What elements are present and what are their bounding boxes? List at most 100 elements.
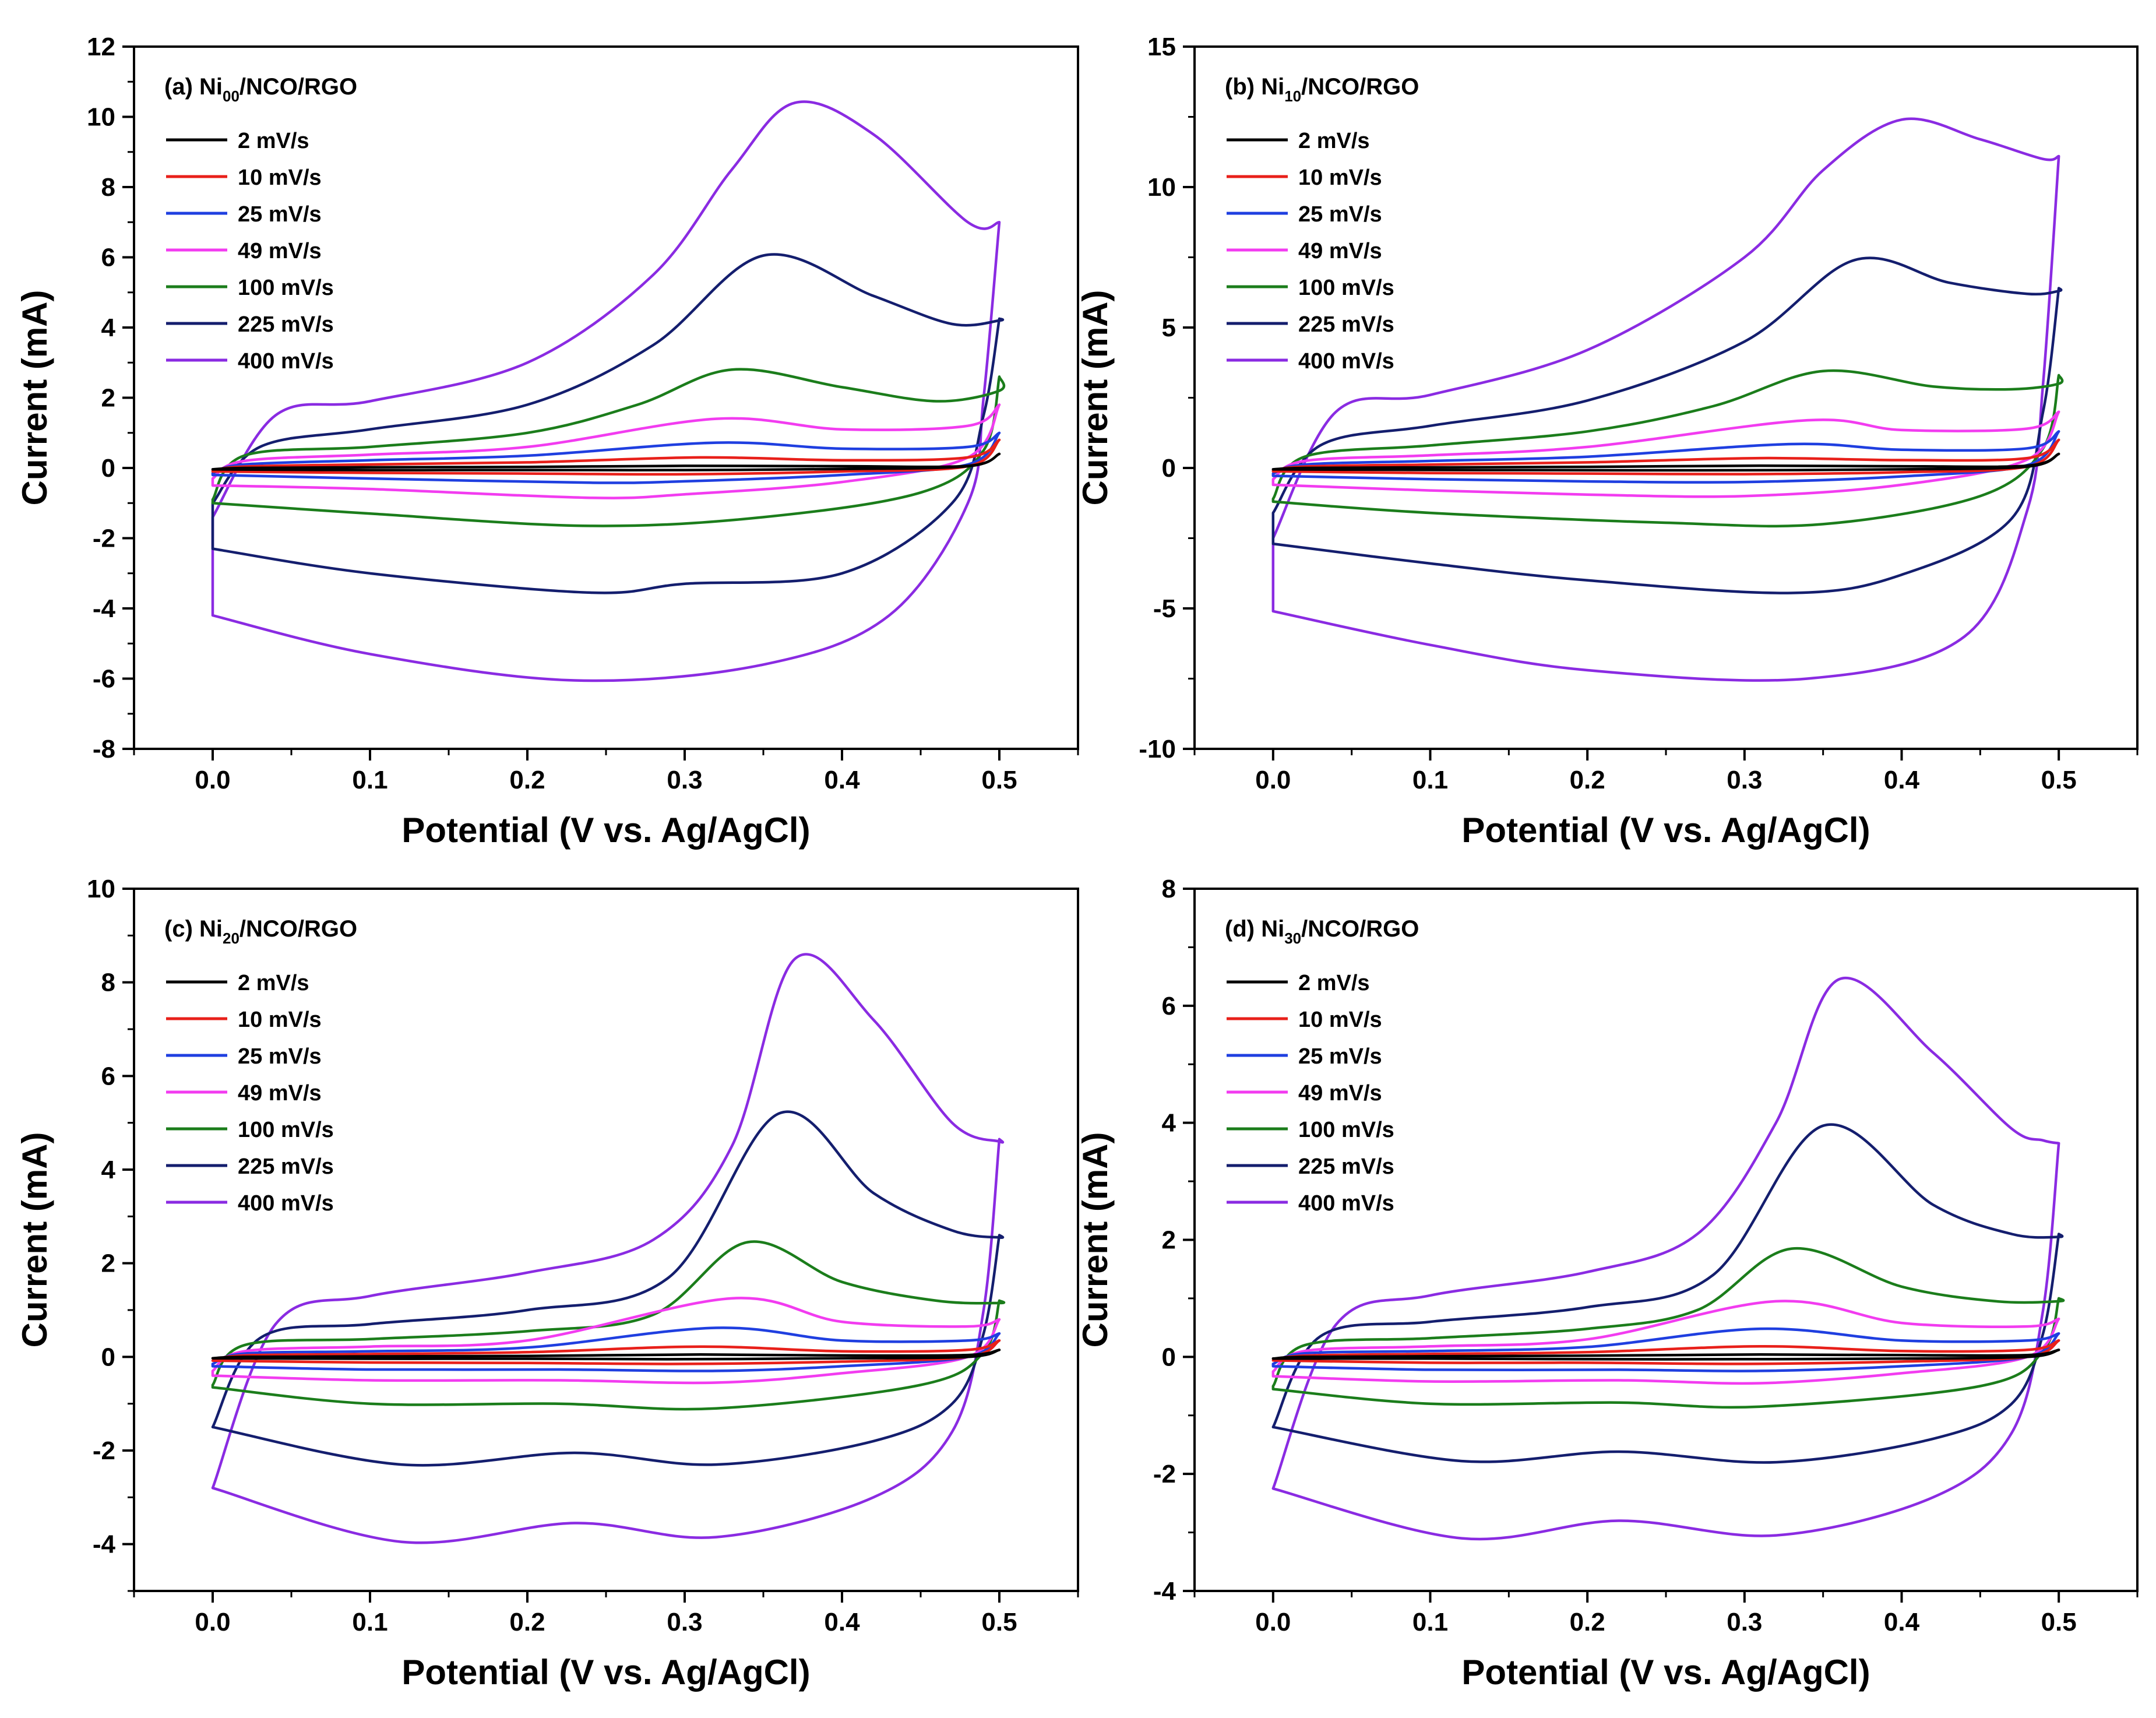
cv-curve-400mvs: [1271, 117, 2060, 682]
x-tick-label: 0.5: [981, 766, 1017, 794]
y-tick-label: -10: [1139, 735, 1176, 763]
panel-c: 0.0 0.1 0.2 0.3 0.4 0.5 -4 -2 0 2 4 6 8 10 Potential (…: [15, 875, 1079, 1692]
legend-label: 10 mV/s: [238, 166, 322, 190]
cv-curve-2mvs: [1271, 1349, 2060, 1361]
y-tick-label: 8: [101, 173, 115, 202]
y-tick-label: 8: [101, 969, 115, 997]
series-group: [1271, 117, 2064, 682]
y-tick-label: -2: [1153, 1460, 1176, 1488]
cv-curve-2mvs: [211, 452, 1001, 471]
x-tick-label: 0.4: [1884, 766, 1920, 794]
cv-curve-49mvs: [211, 1297, 1001, 1385]
y-tick-label: 10: [1147, 173, 1176, 202]
y-tick-label: -4: [93, 1530, 116, 1559]
cv-curve-100mvs: [211, 368, 1006, 527]
y-tick-label: 2: [1162, 1226, 1176, 1255]
series-group: [211, 100, 1006, 682]
cv-curve-2mvs: [1271, 452, 2060, 472]
y-tick-label: -4: [1153, 1577, 1176, 1606]
panel-title: (c) Ni20/NCO/RGO: [164, 916, 357, 947]
x-tick-label: 0.3: [1727, 766, 1762, 794]
y-tick-label: -6: [93, 665, 115, 693]
x-tick-label: 0.5: [2041, 1608, 2077, 1636]
x-tick-label: 0.4: [824, 1608, 860, 1636]
x-tick-label: 0.1: [352, 766, 387, 794]
y-tick-label: -2: [93, 1437, 115, 1465]
cv-curve-225mvs: [1271, 1123, 2064, 1464]
cv-curve-400mvs: [1271, 976, 2060, 1541]
cv-curve-400mvs: [211, 953, 1005, 1544]
cv-curve-49mvs: [1271, 410, 2060, 498]
legend-label: 100 mV/s: [1298, 1118, 1394, 1142]
cv-curve-100mvs: [1271, 1247, 2065, 1409]
y-tick-label: -4: [93, 594, 116, 623]
x-axis-title: Potential (V vs. Ag/AgCl): [401, 1653, 810, 1692]
cv-curve-100mvs: [1271, 369, 2064, 528]
y-tick-label: 15: [1147, 33, 1176, 61]
x-tick-label: 0.4: [1884, 1608, 1920, 1636]
legend-label: 49 mV/s: [238, 1081, 322, 1106]
y-tick-label: -2: [93, 524, 115, 553]
legend-label: 25 mV/s: [1298, 1044, 1382, 1069]
legend-label: 100 mV/s: [238, 1118, 334, 1142]
legend-label: 225 mV/s: [1298, 312, 1394, 337]
panel-title: (d) Ni30/NCO/RGO: [1225, 916, 1419, 947]
y-tick-label: -5: [1153, 594, 1176, 623]
cv-curve-10mvs: [1271, 1339, 2060, 1365]
legend-label: 10 mV/s: [1298, 1008, 1382, 1032]
legend-label: 2 mV/s: [238, 971, 309, 995]
x-tick-label: 0.5: [981, 1608, 1017, 1636]
y-tick-label: 10: [87, 103, 115, 132]
y-tick-label: 2: [101, 1249, 115, 1278]
x-tick-label: 0.2: [1570, 766, 1605, 794]
y-tick-label: 4: [101, 314, 116, 342]
legend-label: 2 mV/s: [238, 129, 309, 153]
y-axis-title: Current (mA): [15, 290, 54, 506]
series-group: [211, 953, 1006, 1544]
legend-label: 49 mV/s: [1298, 239, 1382, 263]
x-tick-label: 0.2: [1570, 1608, 1605, 1636]
cv-curve-225mvs: [211, 253, 1005, 594]
legend-label: 25 mV/s: [238, 1044, 322, 1069]
y-tick-label: 0: [1162, 1343, 1176, 1371]
legend-label: 10 mV/s: [1298, 166, 1382, 190]
legend-label: 400 mV/s: [1298, 349, 1394, 374]
y-tick-label: 2: [101, 384, 115, 413]
legend: 2 mV/s 10 mV/s 25 mV/s 49 mV/s 100 mV/s 225 m…: [166, 971, 334, 1216]
panel-title: (a) Ni00/NCO/RGO: [164, 74, 357, 105]
cv-curve-100mvs: [211, 1240, 1006, 1411]
legend-label: 25 mV/s: [1298, 202, 1382, 227]
cv-curve-10mvs: [211, 1339, 1001, 1365]
x-tick-label: 0.1: [1412, 1608, 1448, 1636]
legend-label: 49 mV/s: [238, 239, 322, 263]
legend-label: 225 mV/s: [238, 312, 334, 337]
x-tick-label: 0.4: [824, 766, 860, 794]
cv-curve-225mvs: [1271, 256, 2063, 594]
x-axis-title: Potential (V vs. Ag/AgCl): [1461, 811, 1870, 850]
legend: 2 mV/s 10 mV/s 25 mV/s 49 mV/s 100 mV/s 225 m…: [166, 129, 334, 374]
y-tick-label: 0: [101, 454, 115, 483]
y-tick-label: 5: [1162, 314, 1176, 342]
legend-label: 2 mV/s: [1298, 971, 1370, 995]
y-tick-label: 8: [1162, 875, 1176, 903]
legend-label: 49 mV/s: [1298, 1081, 1382, 1106]
legend-label: 25 mV/s: [238, 202, 322, 227]
legend-label: 10 mV/s: [238, 1008, 322, 1032]
y-tick-label: 4: [101, 1156, 116, 1184]
x-axis-title: Potential (V vs. Ag/AgCl): [401, 811, 810, 850]
legend-label: 225 mV/s: [238, 1154, 334, 1179]
x-tick-label: 0.2: [509, 1608, 545, 1636]
y-tick-label: 4: [1162, 1109, 1176, 1138]
legend-label: 400 mV/s: [238, 349, 334, 374]
y-tick-label: 0: [101, 1343, 115, 1371]
y-tick-label: 6: [1162, 992, 1176, 1020]
y-tick-label: 10: [87, 875, 115, 903]
legend-label: 100 mV/s: [238, 276, 334, 300]
x-tick-label: 0.3: [667, 766, 702, 794]
x-tick-label: 0.0: [1255, 766, 1291, 794]
legend-label: 100 mV/s: [1298, 276, 1394, 300]
cv-curve-25mvs: [1271, 430, 2060, 484]
panel-b: 0.0 0.1 0.2 0.3 0.4 0.5 -10 -5 0 5 10 15 Potential (…: [1076, 33, 2139, 850]
x-tick-label: 0.1: [352, 1608, 387, 1636]
